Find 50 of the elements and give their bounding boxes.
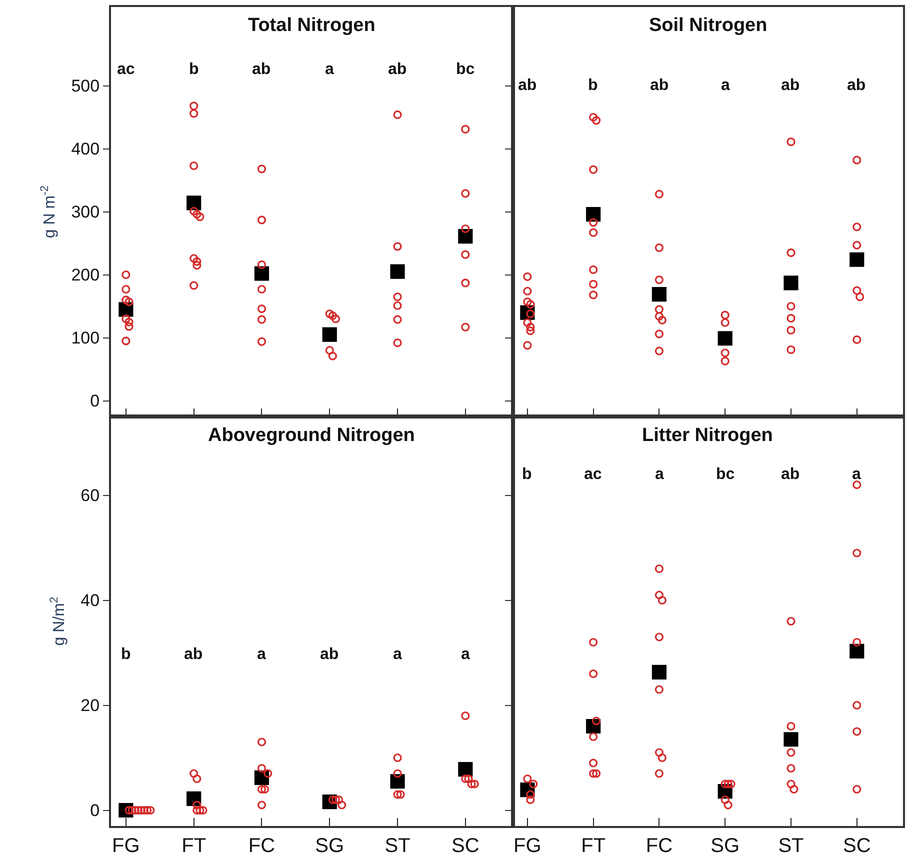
annotation: b <box>189 61 199 78</box>
x-tick-label: FC <box>248 835 276 857</box>
x-tick-label: SC <box>452 835 480 857</box>
annotation: ab <box>781 466 800 483</box>
y-tick-label: 0 <box>90 801 100 820</box>
annotation: ac <box>584 466 602 483</box>
x-tick-label: ST <box>778 835 804 857</box>
y-tick-label: 40 <box>80 591 100 610</box>
annotation: b <box>522 466 532 483</box>
chart-title: Total Nitrogen <box>248 15 376 36</box>
x-tick-label: SC <box>842 835 871 857</box>
annotation: b <box>121 646 131 663</box>
x-tick-label: FT <box>182 835 206 857</box>
annotation: ab <box>388 61 407 78</box>
y-tick-label: 60 <box>80 486 100 506</box>
x-tick-label: SG <box>710 835 740 857</box>
annotation: bc <box>456 61 475 78</box>
annotation: a <box>461 646 470 663</box>
annotation: a <box>655 466 664 483</box>
chart-title: Soil Nitrogen <box>649 15 768 36</box>
y-tick-label: 100 <box>71 328 100 348</box>
annotation: ab <box>650 77 669 94</box>
annotation: ab <box>252 61 271 78</box>
y-tick-label: 300 <box>71 202 100 222</box>
annotation: a <box>257 646 266 663</box>
annotation: a <box>325 61 334 78</box>
x-tick-label: FT <box>581 835 606 857</box>
chart-title: Aboveground Nitrogen <box>208 425 415 446</box>
x-tick-label: FG <box>112 835 140 857</box>
chart-title: Litter Nitrogen <box>642 425 773 446</box>
y-tick-label: 20 <box>80 696 100 716</box>
annotation: a <box>852 466 861 483</box>
y-tick-label: 200 <box>71 266 100 285</box>
annotation: ab <box>781 77 800 94</box>
y-tick-label: 500 <box>71 76 100 96</box>
x-tick-label: FC <box>646 835 673 857</box>
annotation: bc <box>716 466 735 483</box>
x-tick-label: SG <box>315 835 344 857</box>
annotation: a <box>393 646 402 663</box>
annotation: ac <box>117 61 135 78</box>
annotation: b <box>588 77 598 94</box>
y-tick-label: 0 <box>90 392 100 411</box>
annotation: ab <box>847 77 866 94</box>
annotation: ab <box>518 77 537 94</box>
annotation: ab <box>320 646 339 663</box>
annotation: a <box>721 77 730 94</box>
annotation: ab <box>184 646 203 663</box>
x-tick-label: FG <box>514 835 542 857</box>
y-tick-label: 400 <box>71 140 100 159</box>
x-tick-label: ST <box>384 835 410 857</box>
